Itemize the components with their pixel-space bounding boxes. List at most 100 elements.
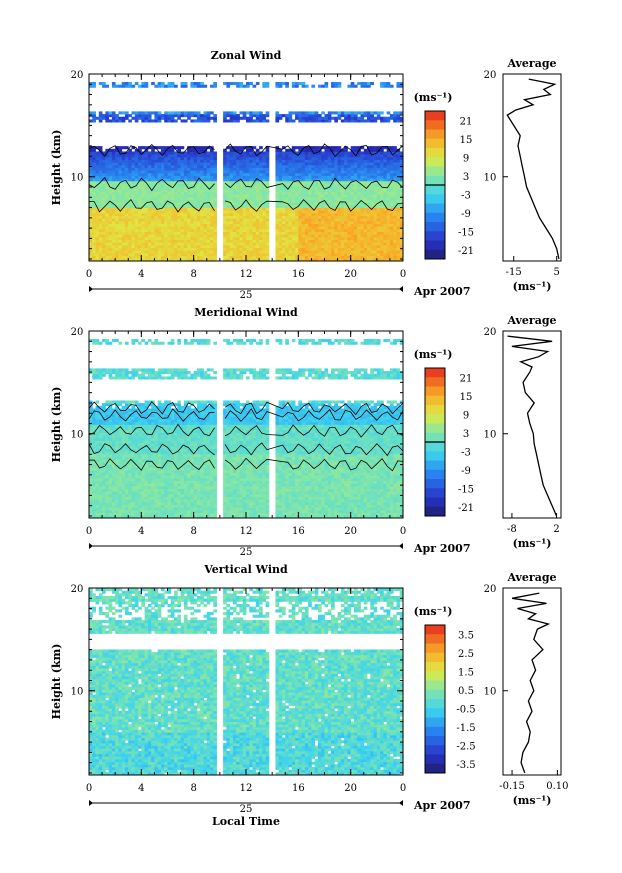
heatmap-cell (327, 178, 332, 182)
heatmap-cell (167, 258, 172, 262)
heatmap-cell (373, 183, 378, 187)
heatmap-cell (259, 210, 263, 214)
heatmap-cell (180, 191, 185, 195)
heatmap-cell (236, 220, 240, 224)
heatmap-cell (206, 228, 211, 233)
heatmap-cell (92, 159, 96, 163)
heatmap-cell (141, 82, 145, 86)
heatmap-cell (170, 223, 175, 227)
heatmap-cell (98, 507, 103, 511)
heatmap-cell (317, 199, 322, 203)
heatmap-cell (213, 194, 217, 198)
heatmap-cell (242, 178, 247, 182)
heatmap-cell (298, 183, 302, 187)
heatmap-cell (239, 188, 244, 192)
heatmap-cell (249, 178, 253, 182)
heatmap-cell (164, 250, 168, 254)
heatmap-cell (242, 223, 247, 227)
heatmap-cell (210, 162, 214, 166)
heatmap-cell (363, 204, 368, 208)
heatmap-cell (98, 413, 103, 417)
heatmap-cell (183, 218, 188, 222)
heatmap-cell (236, 242, 240, 246)
heatmap-cell (167, 170, 172, 174)
heatmap-cell (102, 215, 106, 219)
heatmap-cell (340, 180, 345, 184)
heatmap-cell (249, 236, 253, 241)
heatmap-cell (92, 244, 96, 249)
heatmap-cell (108, 427, 113, 431)
heatmap-cell (102, 228, 106, 233)
heatmap-cell (396, 186, 401, 190)
heatmap-cell (327, 196, 332, 200)
heatmap-cell (98, 451, 103, 455)
heatmap-cell (331, 84, 335, 88)
heatmap-cell (151, 188, 155, 192)
heatmap-cell (206, 236, 211, 241)
heatmap-cell (262, 114, 267, 118)
heatmap-cell (111, 162, 116, 166)
heatmap-cell (285, 199, 289, 203)
heatmap-cell (105, 480, 110, 484)
heatmap-cell (177, 223, 181, 227)
heatmap-cell (102, 162, 106, 166)
heatmap-cell (242, 239, 247, 243)
heatmap-cell (396, 242, 401, 246)
heatmap-cell (311, 178, 316, 182)
heatmap-cell (124, 191, 129, 195)
heatmap-cell (331, 82, 335, 86)
heatmap-cell (275, 188, 280, 192)
heatmap-cell (399, 220, 404, 224)
heatmap-cell (347, 215, 352, 219)
heatmap-cell (308, 207, 312, 211)
heatmap-cell (98, 480, 103, 484)
heatmap-cell (360, 178, 365, 182)
heatmap-cell (183, 250, 188, 254)
heatmap-cell (160, 199, 165, 203)
heatmap-cell (157, 228, 162, 233)
heatmap-cell (157, 223, 162, 227)
heatmap-cell (232, 164, 237, 168)
heatmap-cell (115, 186, 119, 190)
heatmap-cell (121, 239, 126, 243)
heatmap-cell (115, 242, 119, 246)
heatmap-cell (246, 159, 250, 163)
heatmap-cell (160, 180, 165, 184)
heatmap-cell (92, 207, 96, 211)
heatmap-cell (337, 170, 342, 174)
heatmap-cell (357, 159, 361, 163)
heatmap-cell (203, 154, 208, 158)
heatmap-cell (138, 114, 142, 118)
heatmap-cell (386, 170, 391, 174)
heatmap-cell (363, 82, 368, 86)
heatmap-cell (206, 164, 211, 168)
heatmap-cell (141, 162, 145, 166)
heatmap-cell (393, 255, 397, 259)
heatmap-cell (124, 159, 129, 163)
heatmap-cell (298, 175, 302, 179)
heatmap-cell (102, 242, 106, 246)
heatmap-cell (262, 180, 267, 184)
heatmap-cell (295, 172, 299, 176)
heatmap-cell (118, 236, 123, 241)
heatmap-cell (128, 236, 132, 241)
heatmap-cell (239, 258, 244, 262)
heatmap-cell (229, 156, 234, 160)
heatmap-cell (304, 111, 309, 115)
heatmap-cell (98, 148, 103, 152)
heatmap-cell (229, 242, 234, 246)
heatmap-cell (373, 186, 378, 190)
heatmap-cell (118, 172, 123, 176)
heatmap-cell (111, 218, 116, 222)
heatmap-cell (118, 250, 123, 254)
heatmap-cell (347, 204, 352, 208)
heatmap-cell (353, 146, 358, 150)
heatmap-cell (196, 223, 201, 227)
heatmap-cell (396, 228, 401, 233)
heatmap-cell (265, 228, 270, 233)
heatmap-cell (334, 244, 338, 249)
heatmap-cell (295, 247, 299, 251)
heatmap-cell (95, 421, 100, 425)
heatmap-cell (111, 421, 116, 425)
